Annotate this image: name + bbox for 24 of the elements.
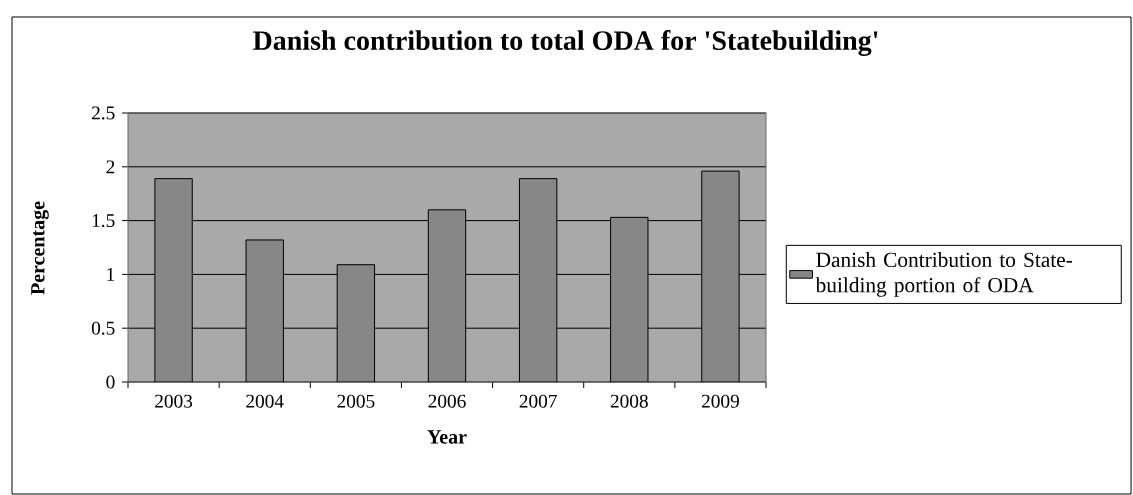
bar [245, 239, 284, 382]
y-tick-label: 0 [106, 375, 115, 389]
x-tick-label: 2007 [519, 394, 557, 408]
legend-label: Danish Contribution to State-building portion of ODA [815, 252, 1073, 297]
x-tick-label: 2006 [428, 394, 466, 408]
x-tick-label: 2003 [155, 394, 193, 408]
x-tick-label: 2005 [337, 394, 375, 408]
bar [610, 216, 649, 382]
y-tick-label: 1 [107, 268, 115, 281]
x-tick-label: 2008 [610, 394, 648, 408]
bar [336, 264, 376, 382]
bar [518, 178, 558, 382]
x-tick-label: 2009 [701, 394, 739, 408]
chart-title: Danish contribution to total ODA for 'Statebuilding' [253, 30, 878, 56]
y-tick-label: 2.5 [91, 106, 115, 120]
bar [154, 178, 193, 382]
y-axis-title: Percentage [31, 201, 49, 295]
x-axis-title: Year [427, 430, 467, 444]
y-tick-label: 1.5 [92, 214, 115, 228]
y-tick-label: 0.5 [91, 321, 115, 335]
x-tick-label: 2004 [246, 394, 284, 408]
bar [701, 170, 740, 382]
y-tick-label: 2 [106, 160, 115, 174]
bar [427, 209, 467, 382]
